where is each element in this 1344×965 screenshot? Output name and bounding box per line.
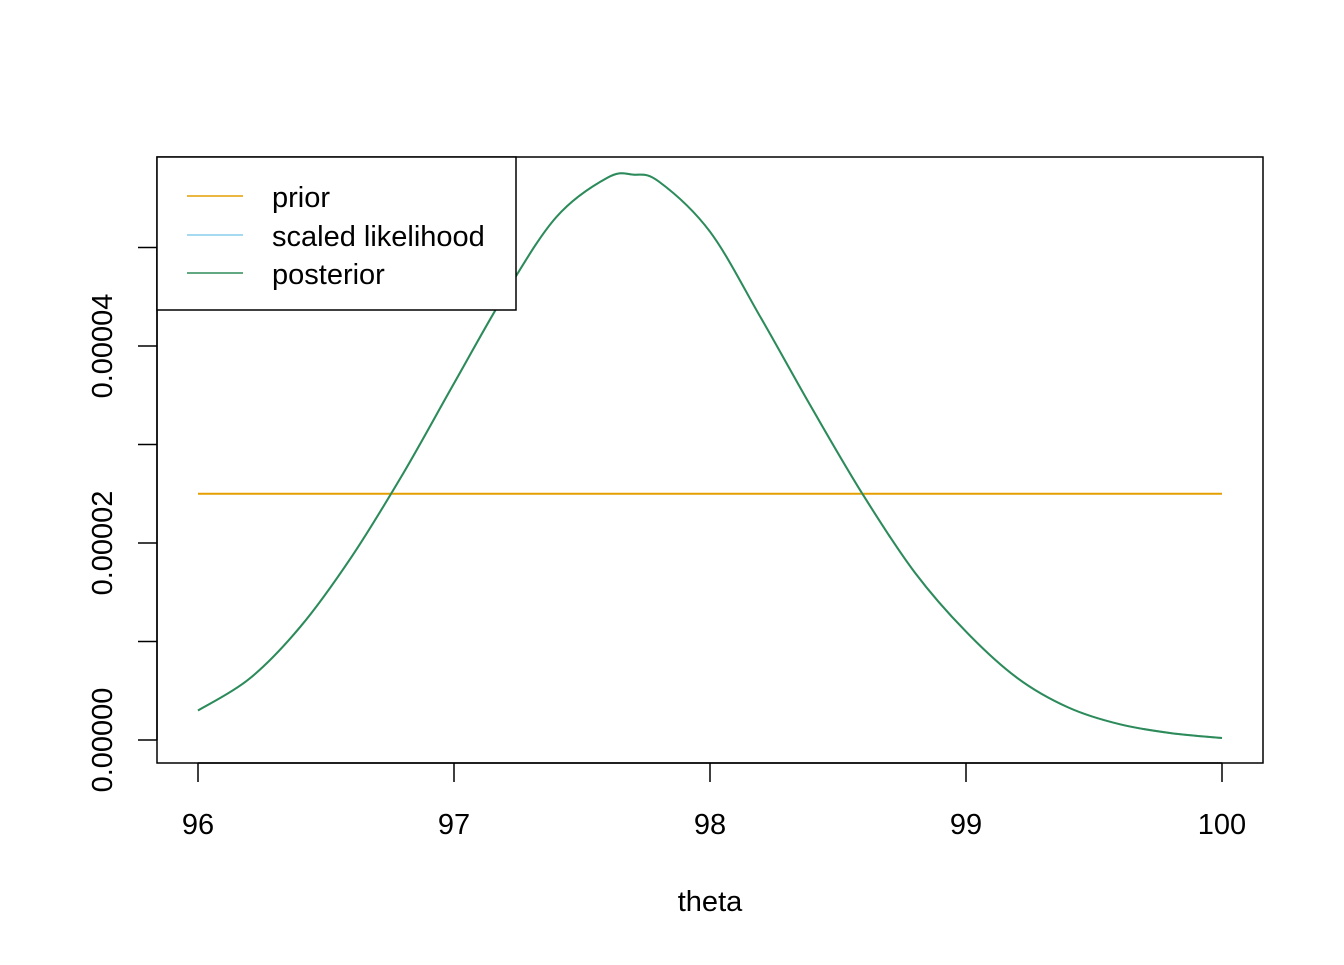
y-tick-label: 0.00002: [87, 491, 119, 596]
series-layer: [197, 172, 1223, 739]
x-tick-label: 98: [694, 809, 726, 841]
y-tick-label: 0.00000: [87, 688, 119, 793]
y-tick-label: 0.00004: [87, 294, 119, 399]
x-tick-label: 96: [182, 809, 214, 841]
legend-box: [156, 156, 517, 311]
legend-label-posterior: posterior: [272, 259, 385, 291]
legend-label-prior: prior: [272, 182, 330, 214]
legend-label-scaled-likelihood: scaled likelihood: [272, 221, 485, 253]
series-line-posterior: [197, 172, 1223, 739]
x-tick-label: 99: [950, 809, 982, 841]
x-tick-label: 100: [1198, 809, 1246, 841]
x-axis: 96 97 98 99 100: [182, 762, 1246, 841]
legend: prior scaled likelihood posterior: [156, 156, 517, 311]
x-tick-label: 97: [438, 809, 470, 841]
x-axis-label: theta: [678, 886, 743, 918]
y-axis: 0.00000 0.00002 0.00004: [87, 246, 158, 793]
